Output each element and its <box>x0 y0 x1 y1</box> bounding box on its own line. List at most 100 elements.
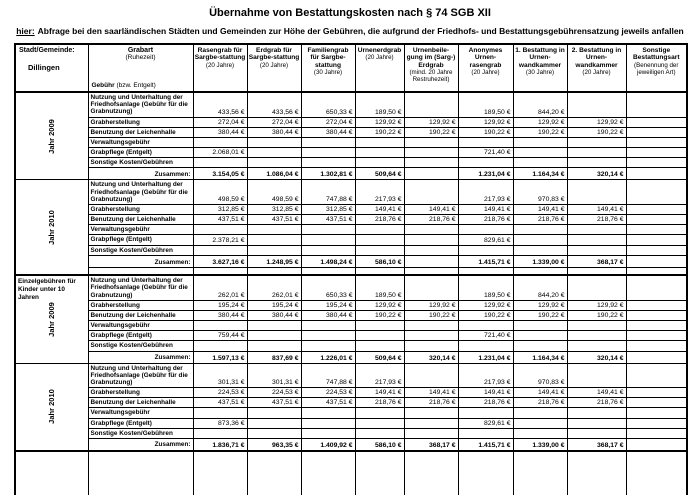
value-cell <box>403 274 459 301</box>
value-cell: 368,17 € <box>566 254 627 268</box>
value-cell <box>354 330 405 342</box>
value-cell <box>354 427 405 440</box>
value-cell <box>300 244 356 256</box>
value-cell: 1.415,71 € <box>457 254 514 268</box>
value-cell: 747,88 € <box>300 362 356 389</box>
header-municipality: Stadt/Gemeinde: Dillingen <box>14 43 89 93</box>
value-cell <box>625 397 688 409</box>
value-cell <box>566 136 627 149</box>
value-cell: 301,31 € <box>192 362 248 389</box>
fee-row: Grabpflege (Entgelt) 2.378,21 € 829,61 € <box>15 234 688 246</box>
value-cell: 1.231,04 € <box>457 350 514 364</box>
total-row: Zusammen: 3.154,05 €1.086,04 €1.302,81 €5… <box>15 167 688 181</box>
value-cell <box>300 330 356 342</box>
section-label: Einzelgebühren für Kinder unter 10 Jahre… <box>18 278 76 301</box>
value-cell: 218,76 € <box>512 214 568 226</box>
value-cell: 190,22 € <box>457 126 514 138</box>
value-cell <box>566 179 627 205</box>
value-cell: 837,69 € <box>246 350 302 364</box>
value-cell: 272,04 € <box>246 116 302 128</box>
value-cell: 1.836,71 € <box>192 438 248 451</box>
value-cell <box>246 449 302 495</box>
page-subtitle: hier: Abfrage bei den saarländischen Städ… <box>14 26 686 36</box>
value-cell <box>403 179 459 205</box>
row-label: Sonstige Kosten/Gebühren <box>87 157 194 169</box>
value-cell <box>192 340 248 352</box>
value-cell <box>625 157 688 169</box>
row-label: Sonstige Kosten/Gebühren <box>87 244 194 256</box>
value-cell <box>246 407 302 419</box>
year-wrap: Jahr 2010 <box>16 364 87 449</box>
value-cell: 1.086,04 € <box>246 167 302 181</box>
fee-row: Grabherstellung 272,04 €272,04 €272,04 €1… <box>15 116 688 128</box>
year-wrap: Jahr 2009 <box>16 94 87 179</box>
year-label: Jahr 2010 <box>47 210 57 245</box>
value-cell <box>403 320 459 332</box>
value-cell: 320,14 € <box>566 350 627 364</box>
value-cell <box>246 244 302 256</box>
value-cell <box>566 234 627 246</box>
value-cell: 149,41 € <box>403 203 459 216</box>
value-cell <box>625 254 688 268</box>
value-cell: 586,10 € <box>354 254 405 268</box>
value-cell: 320,14 € <box>566 167 627 181</box>
value-cell: 218,76 € <box>403 214 459 226</box>
value-cell: 433,56 € <box>246 90 302 118</box>
value-cell: 829,61 € <box>457 234 514 246</box>
value-cell <box>625 179 688 205</box>
value-cell <box>403 90 459 118</box>
value-cell <box>512 147 568 159</box>
value-cell: 498,59 € <box>246 179 302 205</box>
value-cell <box>566 340 627 352</box>
value-cell: 129,92 € <box>566 116 627 128</box>
value-cell: 189,50 € <box>354 274 405 301</box>
value-cell <box>246 224 302 236</box>
value-cell: 721,40 € <box>457 147 514 159</box>
value-cell: 190,22 € <box>566 309 627 322</box>
value-cell <box>354 417 405 429</box>
gebuehr-sub: (bzw. Entgelt) <box>116 82 156 89</box>
value-cell: 149,41 € <box>566 203 627 216</box>
fee-row: Sonstige Kosten/Gebühren <box>15 157 688 169</box>
fee-row: Benutzung der Leichenhalle 380,44 €380,44… <box>15 309 688 322</box>
value-cell <box>457 449 514 495</box>
row-label: Grabherstellung <box>87 387 194 399</box>
value-cell <box>625 407 688 419</box>
value-cell <box>246 157 302 169</box>
value-cell <box>246 266 302 276</box>
value-cell: 189,50 € <box>354 90 405 118</box>
value-cell: 195,24 € <box>300 299 356 311</box>
value-cell: 844,20 € <box>512 274 568 301</box>
value-cell: 963,35 € <box>246 438 302 451</box>
value-cell: 433,56 € <box>192 90 248 118</box>
fee-row: Verwaltungsgebühr <box>15 407 688 419</box>
value-cell <box>625 274 688 301</box>
fee-row: Grabherstellung 195,24 €195,24 €195,24 €1… <box>15 299 688 311</box>
value-cell: 368,17 € <box>566 438 627 451</box>
value-cell <box>457 266 514 276</box>
value-cell: 1.164,34 € <box>512 167 568 181</box>
value-cell <box>403 224 459 236</box>
column-header-anonymes-urnenrasengrab: Anonymes Urnen-rasengrab (20 Jahre) <box>457 43 514 93</box>
value-cell <box>300 407 356 419</box>
total-row: Zusammen: 3.627,16 €1.248,95 €1.498,24 €5… <box>15 254 688 268</box>
value-cell: 129,92 € <box>354 116 405 128</box>
value-cell <box>457 407 514 419</box>
value-cell: 3.154,05 € <box>192 167 248 181</box>
value-cell <box>566 266 627 276</box>
value-cell: 721,40 € <box>457 330 514 342</box>
value-cell <box>566 330 627 342</box>
value-cell <box>625 116 688 128</box>
value-cell: 224,53 € <box>192 387 248 399</box>
value-cell <box>625 330 688 342</box>
fee-row: Verwaltungsgebühr <box>15 224 688 236</box>
value-cell <box>192 407 248 419</box>
value-cell <box>192 157 248 169</box>
value-cell <box>403 407 459 419</box>
value-cell: 970,83 € <box>512 179 568 205</box>
row-label: Grabpflege (Entgelt) <box>87 417 194 429</box>
value-cell: 218,76 € <box>354 214 405 226</box>
value-cell <box>625 427 688 440</box>
value-cell <box>566 244 627 256</box>
value-cell <box>625 136 688 149</box>
